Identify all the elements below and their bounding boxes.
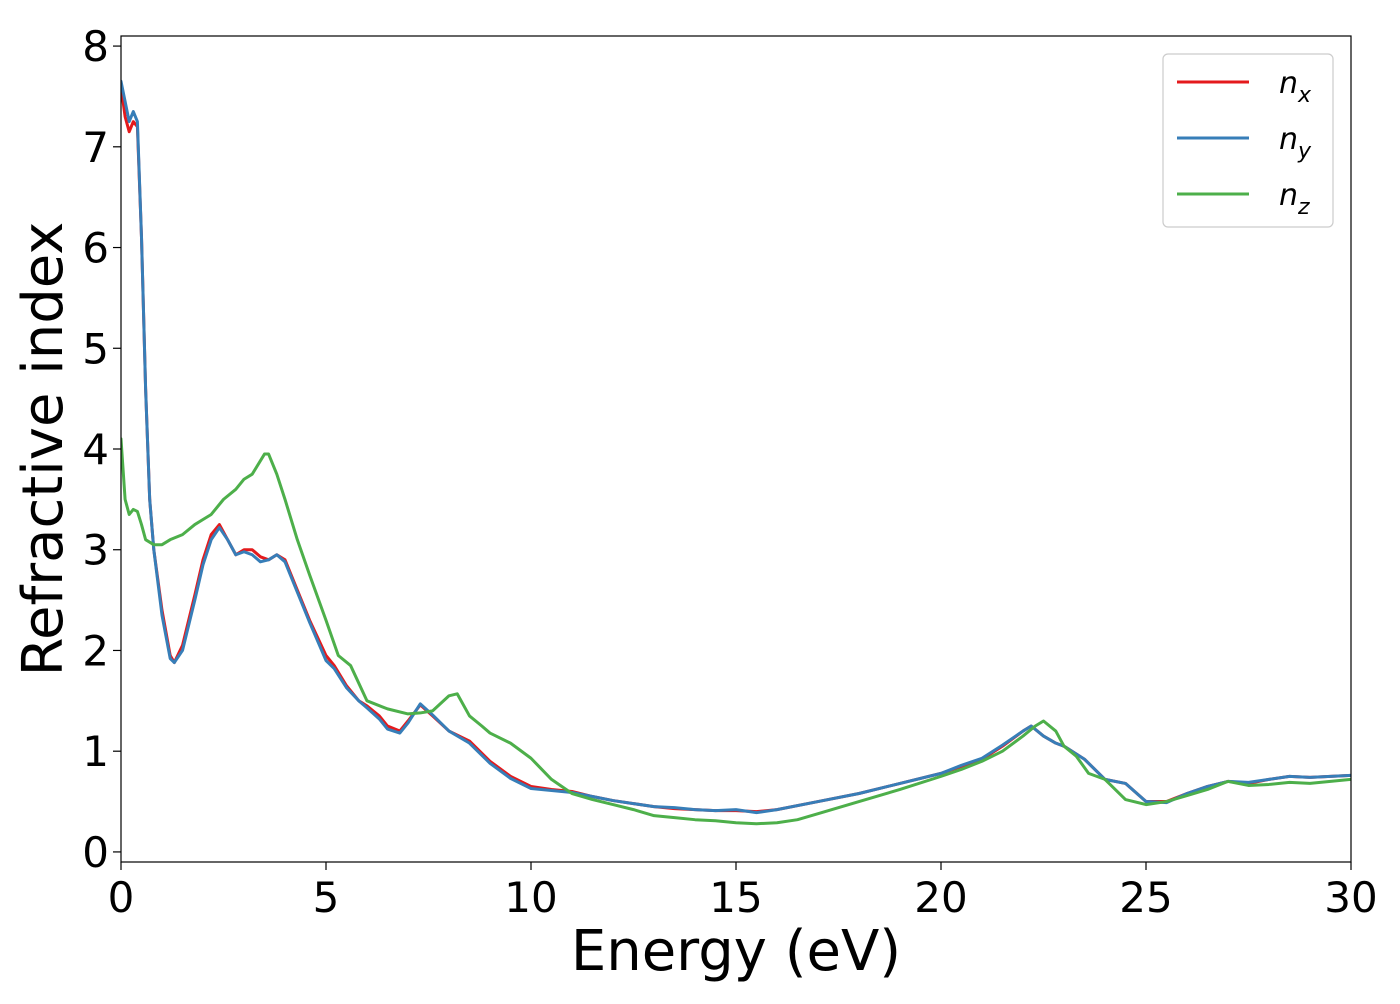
y-tick-label: 6 <box>82 224 109 273</box>
legend-box <box>1162 53 1334 228</box>
x-axis-title: Energy (eV) <box>571 919 901 984</box>
y-tick-label: 5 <box>82 324 109 373</box>
x-tick-label: 0 <box>108 873 135 922</box>
y-tick-label: 7 <box>82 123 109 172</box>
x-tick-label: 10 <box>504 873 557 922</box>
x-tick-label: 30 <box>1324 873 1377 922</box>
y-tick-label: 8 <box>82 22 109 71</box>
y-tick-label: 3 <box>82 526 109 575</box>
y-tick-label: 1 <box>82 727 109 776</box>
y-tick-label: 0 <box>82 828 109 877</box>
y-tick-label: 2 <box>82 626 109 675</box>
series-line-z <box>121 437 1351 826</box>
x-axis: 0 5 10 15 20 25 30 <box>108 862 1378 922</box>
x-tick-label: 15 <box>709 873 762 922</box>
y-axis-title: Refractive index <box>11 222 76 677</box>
y-axis: 0 1 2 3 4 5 6 7 8 <box>82 22 121 877</box>
x-tick-label: 5 <box>313 873 340 922</box>
y-tick-label: 4 <box>82 425 109 474</box>
x-tick-label: 20 <box>914 873 967 922</box>
x-tick-label: 25 <box>1119 873 1172 922</box>
series-lines-layer <box>121 79 1351 826</box>
